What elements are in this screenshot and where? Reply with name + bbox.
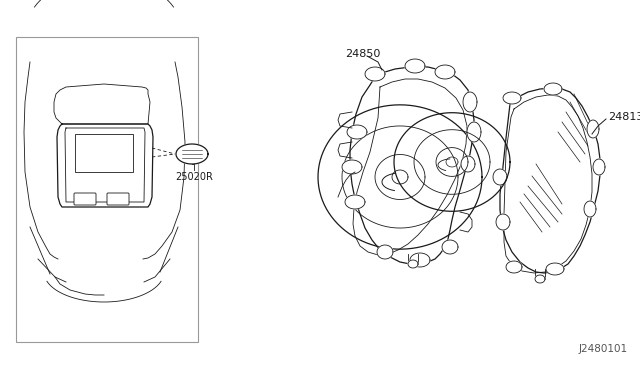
Text: 24850: 24850 (345, 49, 380, 59)
Polygon shape (435, 65, 455, 79)
Polygon shape (546, 263, 564, 275)
Polygon shape (506, 261, 522, 273)
Polygon shape (176, 144, 208, 164)
Polygon shape (496, 214, 510, 230)
Bar (16, 37, 198, 342)
Polygon shape (345, 195, 365, 209)
Polygon shape (584, 201, 596, 217)
FancyBboxPatch shape (75, 134, 133, 172)
FancyBboxPatch shape (74, 193, 96, 205)
Polygon shape (503, 92, 521, 104)
Polygon shape (405, 59, 425, 73)
Polygon shape (493, 169, 507, 185)
Polygon shape (377, 245, 393, 259)
Polygon shape (544, 83, 562, 95)
Polygon shape (442, 240, 458, 254)
Polygon shape (467, 122, 481, 142)
Polygon shape (463, 92, 477, 112)
Polygon shape (535, 275, 545, 283)
Polygon shape (593, 159, 605, 175)
Polygon shape (365, 67, 385, 81)
Polygon shape (347, 125, 367, 139)
Polygon shape (587, 120, 599, 138)
Polygon shape (410, 253, 430, 267)
FancyBboxPatch shape (107, 193, 129, 205)
Text: 24813: 24813 (608, 112, 640, 122)
Text: J2480101: J2480101 (579, 344, 628, 354)
Polygon shape (408, 260, 418, 268)
Polygon shape (461, 156, 475, 172)
Text: 25020R: 25020R (175, 172, 213, 182)
Polygon shape (342, 160, 362, 174)
